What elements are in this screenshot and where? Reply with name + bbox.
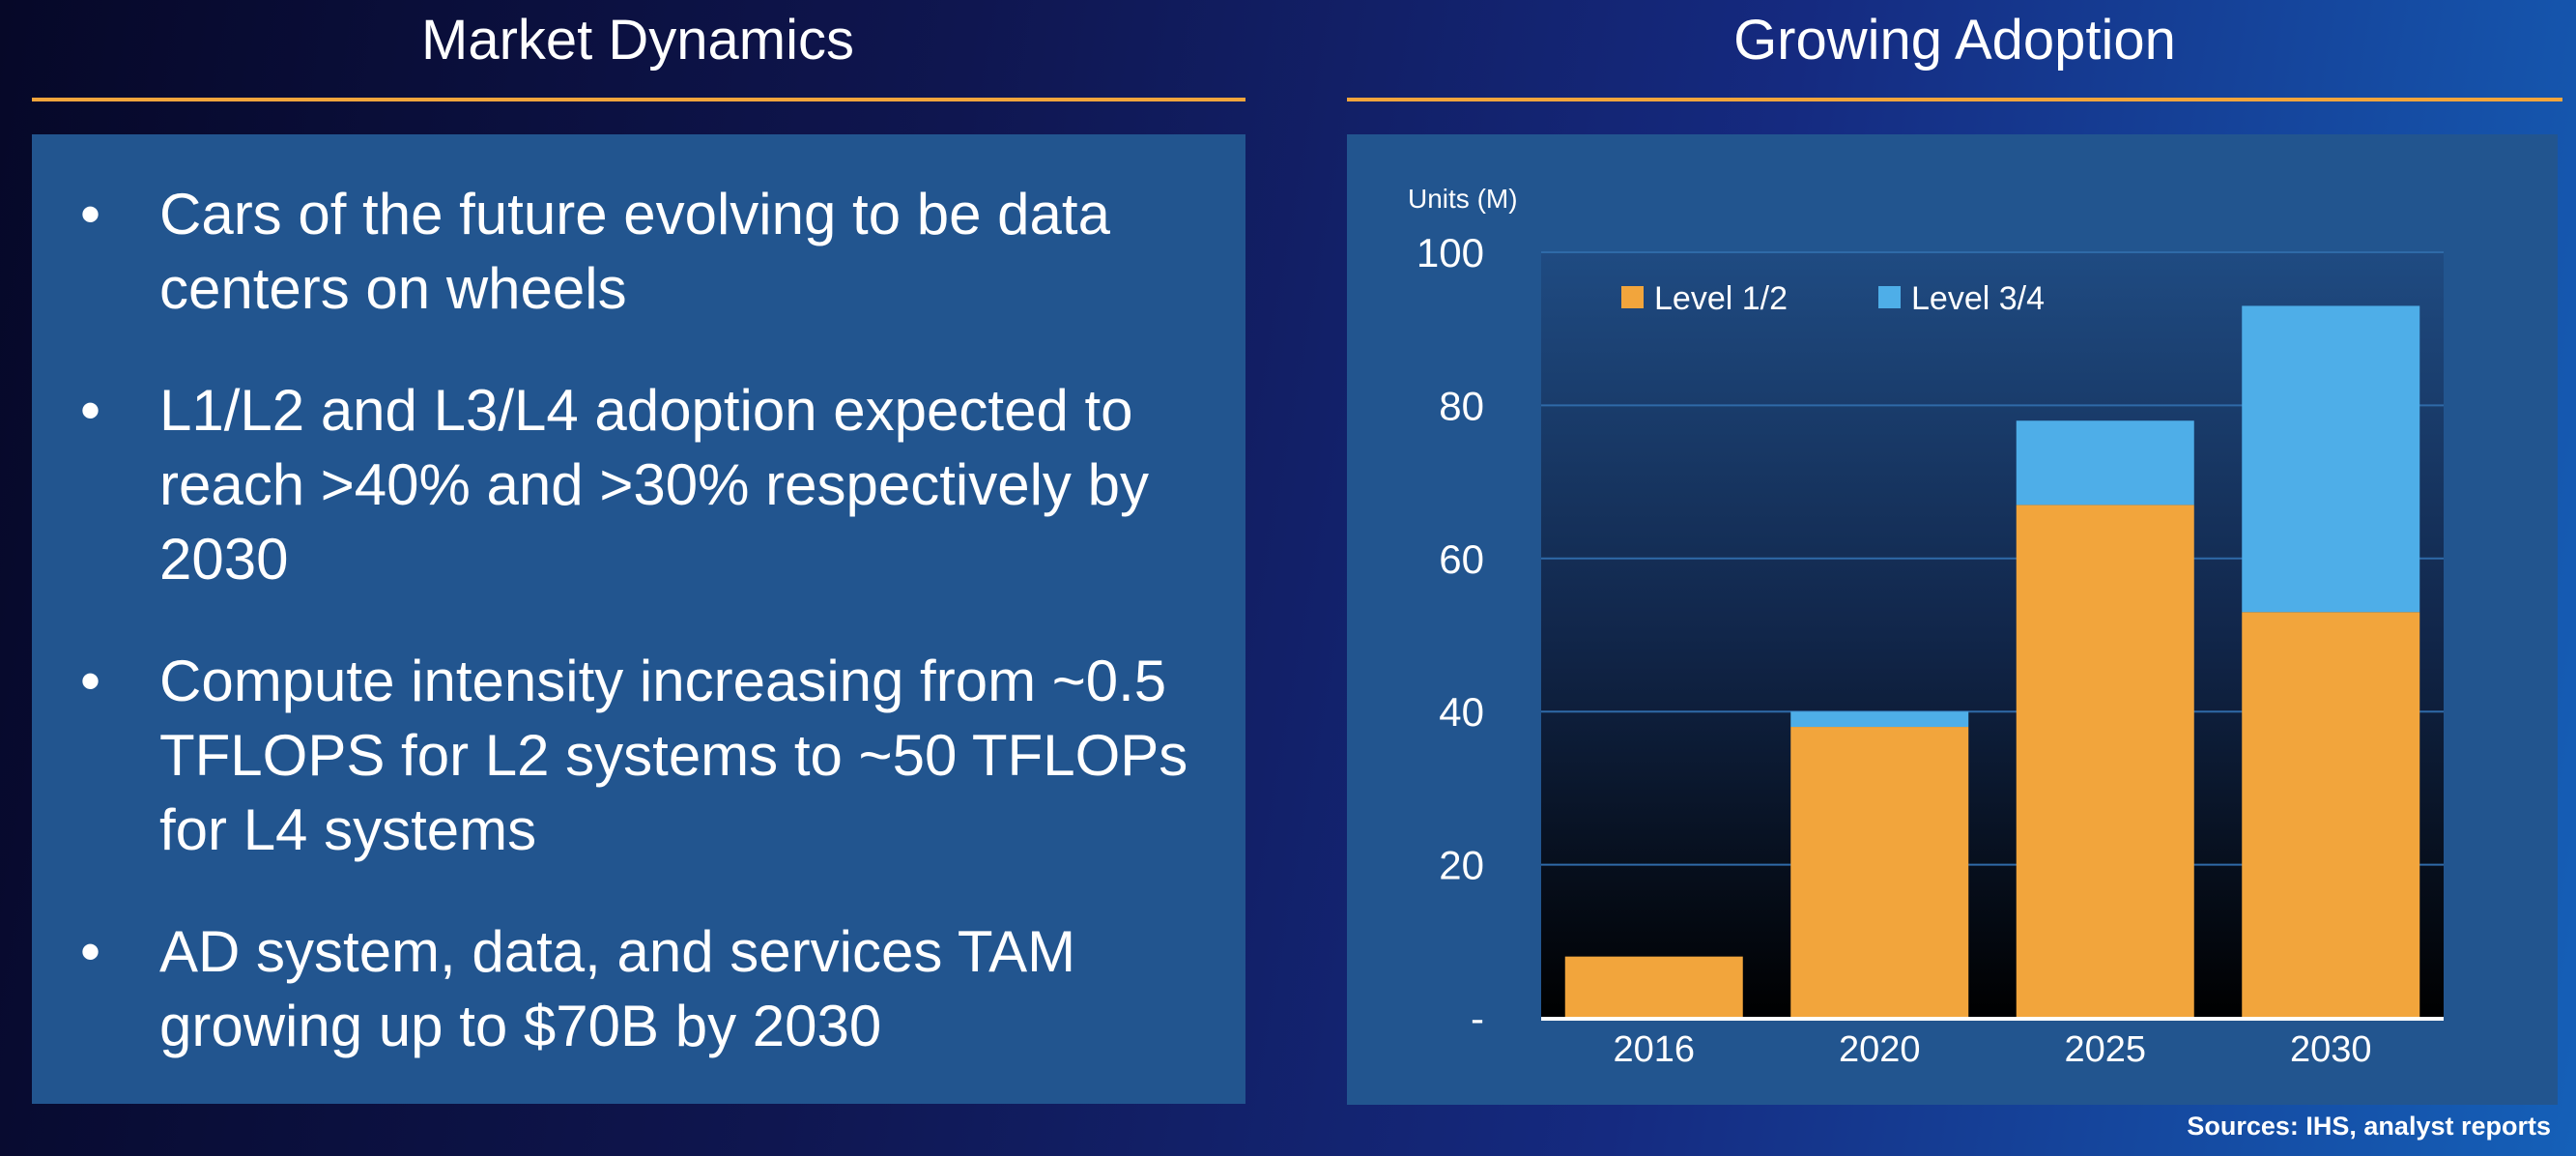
left-title: Market Dynamics bbox=[421, 9, 854, 72]
x-tick-label: 2020 bbox=[1839, 1029, 1921, 1070]
x-tick-label: 2025 bbox=[2064, 1029, 2146, 1070]
legend-swatch bbox=[1878, 286, 1901, 308]
legend-label: Level 3/4 bbox=[1911, 280, 2045, 317]
y-axis-label: Units (M) bbox=[1408, 184, 1518, 214]
bullet-icon: • bbox=[80, 378, 101, 443]
bullet-text: L1/L2 and L3/L4 adoption expected to rea… bbox=[159, 378, 1149, 592]
bar-level-1-2-2016 bbox=[1564, 956, 1743, 1018]
bullet-icon: • bbox=[80, 649, 101, 713]
market-dynamics-panel: • Cars of the future evolving to be data … bbox=[32, 134, 1245, 1104]
x-tick-label: 2016 bbox=[1613, 1029, 1695, 1070]
right-title-rule bbox=[1347, 98, 2562, 101]
bar-level-1-2-2025 bbox=[2016, 505, 2194, 1018]
bullet-icon: • bbox=[80, 182, 101, 246]
bullet-item: • AD system, data, and services TAM growi… bbox=[32, 914, 1203, 1063]
left-title-rule bbox=[32, 98, 1245, 101]
legend-swatch bbox=[1621, 286, 1644, 308]
bar-level-3-4-2030 bbox=[2242, 305, 2420, 613]
bullet-text: AD system, data, and services TAM growin… bbox=[159, 919, 1076, 1058]
y-tick-label: 40 bbox=[1439, 689, 1484, 735]
y-tick-label: 60 bbox=[1439, 536, 1484, 582]
sources-note: Sources: IHS, analyst reports bbox=[2187, 1112, 2551, 1141]
bullet-list: • Cars of the future evolving to be data … bbox=[32, 177, 1203, 1111]
bar-level-3-4-2020 bbox=[1790, 711, 1969, 728]
x-tick-label: 2030 bbox=[2290, 1029, 2372, 1070]
y-tick-label: 20 bbox=[1439, 843, 1484, 888]
bullet-item: • Compute intensity increasing from ~0.5 … bbox=[32, 644, 1203, 867]
y-tick-label: - bbox=[1471, 996, 1484, 1041]
bullet-item: • Cars of the future evolving to be data … bbox=[32, 177, 1203, 326]
legend-label: Level 1/2 bbox=[1654, 280, 1788, 317]
bar-level-1-2-2030 bbox=[2242, 612, 2420, 1018]
y-tick-label: 80 bbox=[1439, 383, 1484, 428]
bullet-icon: • bbox=[80, 919, 101, 984]
y-tick-label: 100 bbox=[1417, 230, 1484, 275]
bar-level-3-4-2025 bbox=[2016, 420, 2194, 506]
bullet-item: • L1/L2 and L3/L4 adoption expected to re… bbox=[32, 373, 1203, 596]
bar-level-1-2-2020 bbox=[1790, 727, 1969, 1018]
bullet-text: Compute intensity increasing from ~0.5 T… bbox=[159, 649, 1188, 862]
bullet-text: Cars of the future evolving to be data c… bbox=[159, 182, 1110, 321]
right-title: Growing Adoption bbox=[1733, 9, 2176, 72]
